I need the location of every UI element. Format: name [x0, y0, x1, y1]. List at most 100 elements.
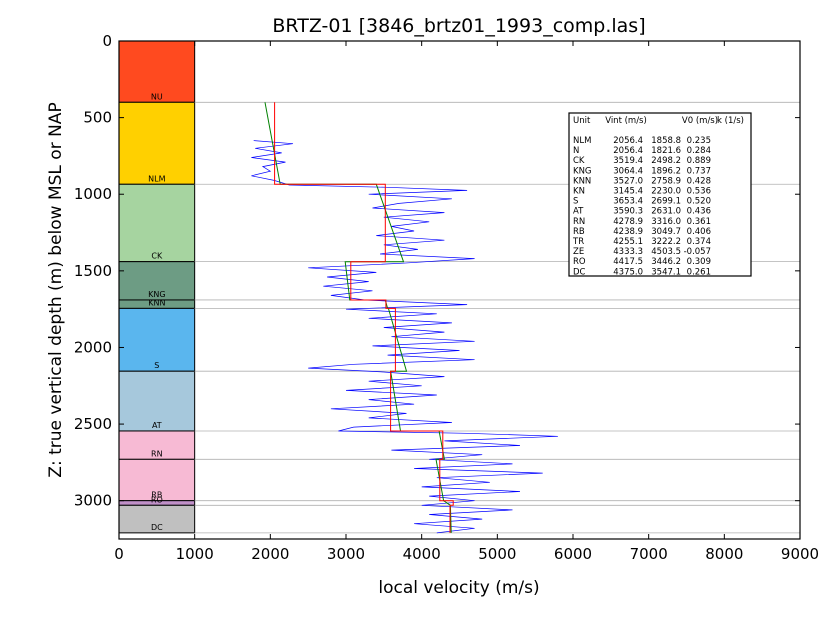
table-cell: 0.536 [687, 187, 711, 197]
formation-label-dc: DC [151, 523, 163, 532]
table-cell: 4255.1 [613, 237, 643, 247]
formation-label-knn: KNN [148, 298, 165, 307]
formation-unit-rn [118, 430, 196, 460]
table-cell: 0.436 [687, 207, 711, 217]
formation-label-rb: RB [151, 491, 162, 500]
formation-unit-nlm [118, 101, 196, 185]
table-header-cell: V0 (m/s) [682, 116, 718, 126]
table-cell: 3527.0 [613, 176, 643, 186]
x-tick-label: 9000 [781, 545, 819, 563]
series-line-1 [264, 102, 452, 533]
formation-label-ro: RO [151, 495, 163, 504]
x-tick-label: 5000 [478, 545, 516, 563]
table-cell: RN [573, 217, 585, 227]
table-cell: RB [573, 227, 585, 237]
table-header-cell: Unit [573, 116, 591, 126]
formation-label-ck: CK [151, 252, 163, 261]
table-cell: 3446.2 [651, 257, 681, 267]
table-cell: 0.309 [687, 257, 711, 267]
x-axis-label: local velocity (m/s) [378, 578, 539, 598]
table-cell: 2498.2 [651, 156, 681, 166]
y-tick-label: 3000 [74, 492, 112, 510]
table-cell: 2699.1 [651, 197, 681, 207]
formation-label-s: S [154, 361, 159, 370]
table-cell: -0.057 [684, 247, 711, 257]
table-cell: 1858.8 [651, 136, 681, 146]
table-cell: KNN [573, 176, 591, 186]
table-cell: 4333.3 [613, 247, 643, 257]
table-cell: 4238.9 [613, 227, 643, 237]
table-cell: 4278.9 [613, 217, 643, 227]
y-tick-label: 2000 [74, 338, 112, 356]
table-cell: 3064.4 [613, 166, 643, 176]
y-axis-label: Z: true vertical depth (m) below MSL or … [46, 102, 66, 477]
table-cell: 2631.0 [651, 207, 681, 217]
y-tick-label: 500 [83, 109, 112, 127]
table-cell: KN [573, 187, 585, 197]
table-cell: 0.889 [687, 156, 711, 166]
series-line-2 [274, 102, 454, 533]
table-header-cell: k (1/s) [717, 116, 744, 126]
table-cell: 4503.5 [651, 247, 681, 257]
x-tick-label: 1000 [176, 545, 214, 563]
formation-unit-s [118, 307, 196, 372]
table-cell: 4375.0 [613, 267, 643, 277]
table-cell: 1821.6 [651, 146, 681, 156]
table-cell: CK [573, 156, 585, 166]
table-cell: KNG [573, 166, 592, 176]
table-cell: 0.406 [687, 227, 711, 237]
table-cell: 3049.7 [651, 227, 681, 237]
table-cell: S [573, 197, 578, 207]
table-cell: AT [573, 207, 584, 217]
chart-title: BRTZ-01 [3846_brtz01_1993_comp.las] [272, 15, 645, 37]
table-cell: 4417.5 [613, 257, 643, 267]
table-cell: 0.235 [687, 136, 711, 146]
y-tick-label: 1000 [74, 185, 112, 203]
y-tick-label: 1500 [74, 262, 112, 280]
formation-unit-dc [118, 504, 196, 534]
formation-unit-rb [118, 458, 196, 502]
table-cell: 1896.2 [651, 166, 681, 176]
formation-label-nu: NU [151, 92, 163, 101]
table-cell: N [573, 146, 579, 156]
table-cell: 3222.2 [651, 237, 681, 247]
table-cell: 3653.4 [613, 197, 643, 207]
table-cell: ZE [573, 247, 584, 257]
formation-unit-ck [118, 183, 196, 263]
plot-frame [118, 40, 801, 540]
series-line-0 [251, 140, 558, 534]
table-cell: 2056.4 [613, 136, 643, 146]
formation-unit-nu [118, 40, 196, 103]
table-cell: 0.374 [687, 237, 711, 247]
table-cell: 0.261 [687, 267, 711, 277]
table-header-cell: Vint (m/s) [605, 116, 647, 126]
table-cell: 3145.4 [613, 187, 643, 197]
table-cell: 3519.4 [613, 156, 643, 166]
formation-label-kng: KNG [148, 290, 165, 299]
formation-unit-at [118, 370, 196, 432]
table-cell: DC [573, 267, 586, 277]
x-tick-label: 4000 [403, 545, 441, 563]
table-cell: NLM [573, 136, 591, 146]
x-tick-label: 0 [114, 545, 124, 563]
formation-label-rn: RN [151, 449, 163, 458]
table-cell: 2230.0 [651, 187, 681, 197]
x-tick-label: 8000 [705, 545, 743, 563]
x-tick-label: 2000 [251, 545, 289, 563]
table-cell: 2758.9 [651, 176, 681, 186]
y-tick-label: 0 [102, 32, 112, 50]
table-cell: 0.737 [687, 166, 711, 176]
table-cell: 0.520 [687, 197, 711, 207]
table-cell: RO [573, 257, 586, 267]
table-cell: 0.284 [687, 146, 711, 156]
formation-label-nlm: NLM [148, 174, 165, 183]
velocity-table-box [568, 112, 752, 277]
x-tick-label: 3000 [327, 545, 365, 563]
x-tick-label: 7000 [630, 545, 668, 563]
formation-unit-kng [118, 261, 196, 301]
table-cell: 0.428 [687, 176, 711, 186]
table-cell: 3547.1 [651, 267, 681, 277]
formation-label-at: AT [152, 421, 162, 430]
